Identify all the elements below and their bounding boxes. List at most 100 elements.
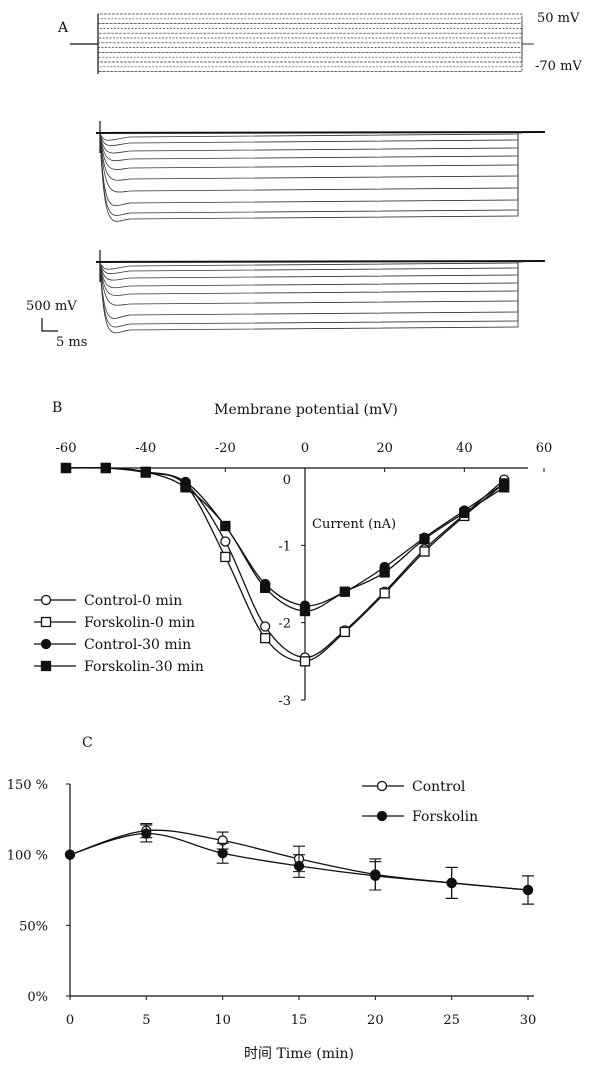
scale-bar: 500 mV 5 ms xyxy=(26,299,87,350)
panel-c-x-tick-label: 10 xyxy=(214,1013,231,1028)
panel-c-y-tick-label: 50% xyxy=(19,919,48,934)
panel-b-legend-marker xyxy=(40,594,52,606)
panel-c-axes: 0 5 10 15 20 25 30 0% 50% 100 % 150 % xyxy=(7,778,537,1028)
panel-c-series xyxy=(64,823,534,905)
trace-a1-trace xyxy=(99,132,522,162)
protocol-step xyxy=(97,32,534,45)
panel-b-point xyxy=(339,586,350,597)
panel-b-legend-marker xyxy=(40,660,52,672)
panel-c: C 时间 Time (min) 0 5 10 15 20 25 30 0% 50% 100 % 15… xyxy=(7,735,537,1062)
panel-c-legend: Control Forskolin xyxy=(362,779,478,825)
trace-a1-trace xyxy=(99,132,522,154)
panel-b-x-tick-label: 0 xyxy=(301,441,309,456)
panel-c-point xyxy=(141,828,152,839)
trace-a1-trace xyxy=(99,132,522,146)
panel-b-legend-label: Control-30 min xyxy=(84,637,191,653)
panel-b-point xyxy=(260,632,271,644)
panel-c-point xyxy=(370,870,381,882)
protocol-step xyxy=(97,42,534,45)
panel-b-point xyxy=(220,551,231,563)
panel-b-point xyxy=(379,567,390,578)
panel-b-label: B xyxy=(52,400,62,416)
panel-b-y-tick-label: -1 xyxy=(278,539,291,554)
panel-b-point xyxy=(339,626,350,638)
voltage-step-protocol xyxy=(70,13,534,74)
protocol-step xyxy=(97,43,534,72)
panel-c-legend-marker xyxy=(376,810,388,822)
panel-c-label: C xyxy=(82,735,93,751)
panel-c-x-tick-label: 5 xyxy=(142,1013,150,1028)
trace-a2-trace xyxy=(99,261,522,270)
current-traces-forskolin xyxy=(95,250,546,334)
panel-b-x-tick-label: -60 xyxy=(56,441,77,456)
panel-c-point xyxy=(293,860,305,872)
panel-b-point xyxy=(299,605,311,617)
panel-b-legend-marker xyxy=(40,616,52,628)
panel-c-point xyxy=(64,849,76,860)
panel-c-y-tick-label: 0% xyxy=(27,990,48,1005)
panel-c-legend-label: Forskolin xyxy=(412,809,478,825)
panel-b-point xyxy=(100,462,111,474)
panel-b-point xyxy=(140,466,151,478)
panel-b-point xyxy=(180,482,191,493)
panel-b-legend: Control-0 min Forskolin-0 min Control-30 m… xyxy=(34,593,204,675)
protocol-step xyxy=(97,28,534,45)
panel-b-legend-marker xyxy=(40,638,52,650)
panel-b-axes: -60 -40 -20 0 20 40 60 0 -1 -2 -3 xyxy=(56,441,553,709)
current-traces-control xyxy=(95,121,546,222)
trace-a1-trace xyxy=(99,132,522,222)
panel-b-point xyxy=(220,536,231,547)
panel-b-point xyxy=(260,621,271,632)
panel-b: B Membrane potential (mV) Current (nA) -… xyxy=(34,400,552,709)
panel-c-x-tick-label: 15 xyxy=(291,1013,308,1028)
panel-c-point xyxy=(217,848,228,859)
trace-a2-trace xyxy=(99,261,522,281)
panel-c-x-tick-label: 20 xyxy=(367,1013,384,1028)
panel-b-ylabel: Current (nA) xyxy=(312,517,396,532)
voltage-high-label: 50 mV xyxy=(537,11,580,26)
panel-c-x-tick-label: 0 xyxy=(66,1013,74,1028)
trace-a1-trace xyxy=(99,132,522,170)
panel-b-x-tick-label: -20 xyxy=(215,441,236,456)
panel-b-y-tick-label: -2 xyxy=(278,617,291,632)
protocol-step xyxy=(97,18,534,45)
trace-a2-trace xyxy=(99,261,522,296)
trace-a1-trace xyxy=(99,132,522,181)
panel-b-xlabel: Membrane potential (mV) xyxy=(214,402,398,418)
panel-c-y-tick-label: 100 % xyxy=(7,849,48,864)
panel-b-point xyxy=(419,533,430,545)
panel-b-x-tick-label: 20 xyxy=(376,441,393,456)
panel-c-x-tick-label: 25 xyxy=(443,1013,460,1028)
panel-c-x-tick-label: 30 xyxy=(520,1013,537,1028)
panel-a-label: A xyxy=(57,20,69,36)
panel-c-y-tick-label: 150 % xyxy=(7,778,48,793)
trace-a1-trace xyxy=(99,132,522,141)
panel-b-series xyxy=(60,462,510,667)
trace-a2-trace xyxy=(99,261,522,289)
panel-b-point xyxy=(299,656,311,667)
trace-a2-baseline xyxy=(95,260,546,263)
panel-b-y-tick-label: -3 xyxy=(278,694,291,709)
panel-b-legend-label: Control-0 min xyxy=(84,593,182,609)
trace-a2-trace xyxy=(99,261,522,275)
panel-c-point xyxy=(522,884,534,896)
trace-a2-trace xyxy=(99,261,522,306)
panel-b-y-tick-label: 0 xyxy=(283,473,291,488)
protocol-step xyxy=(97,43,534,58)
panel-b-point xyxy=(379,588,390,599)
panel-b-point xyxy=(419,546,430,557)
panel-c-point xyxy=(446,877,457,889)
panel-c-legend-marker xyxy=(376,780,388,792)
panel-a: A 50 mV -70 mV 500 mV 5 ms xyxy=(26,11,582,350)
protocol-step xyxy=(97,43,534,48)
trace-a2-trace xyxy=(99,261,522,334)
trace-a1-baseline xyxy=(95,131,546,134)
voltage-low-label: -70 mV xyxy=(535,59,582,74)
panel-b-legend-label: Forskolin-30 min xyxy=(84,659,204,675)
panel-b-x-tick-label: -40 xyxy=(135,441,156,456)
panel-b-x-tick-label: 40 xyxy=(456,441,473,456)
panel-b-point xyxy=(260,582,271,594)
panel-b-point xyxy=(499,482,510,493)
trace-a1-trace xyxy=(99,132,522,207)
